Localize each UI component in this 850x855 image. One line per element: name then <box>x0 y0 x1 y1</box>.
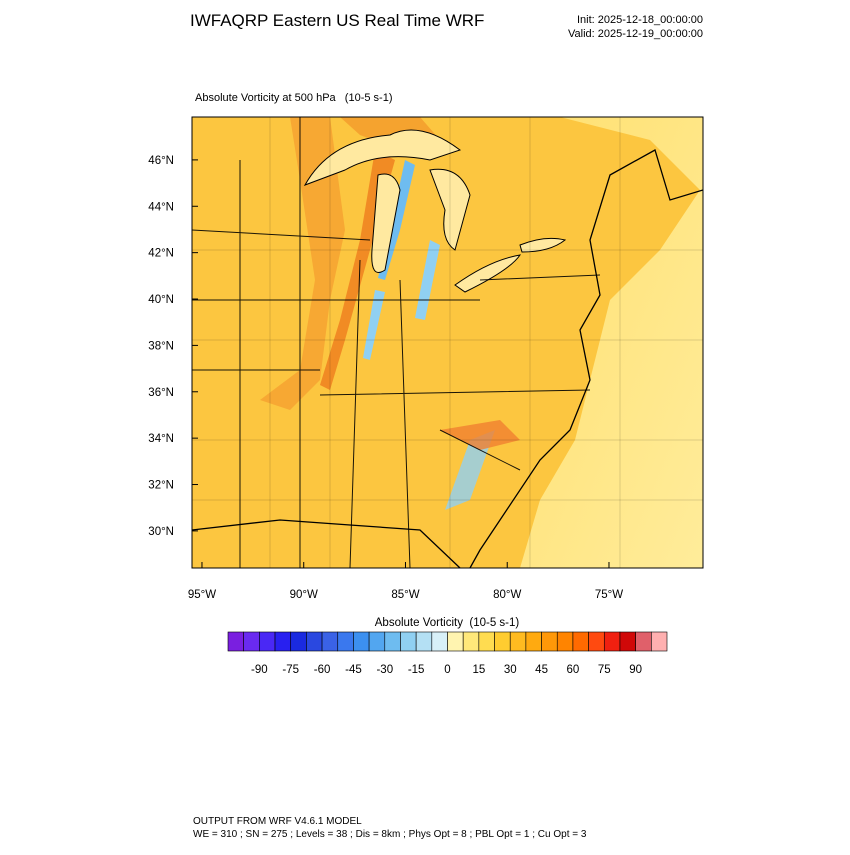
negative-streak <box>445 430 495 510</box>
colorbar-tick-label: 45 <box>535 664 548 676</box>
county-borders <box>192 117 703 568</box>
lat-tick-label: 46°N <box>148 155 174 167</box>
init-time: Init: 2025-12-18_00:00:00 <box>577 14 703 26</box>
colorbar-swatch <box>274 631 292 652</box>
colorbar: -90 -75 -60 -45 -30 -15 0 15 30 45 60 75 90 <box>227 631 668 676</box>
colorbar-swatch <box>431 631 448 652</box>
lat-tick-label: 32°N <box>148 480 174 492</box>
gulf-coast <box>192 519 461 568</box>
colorbar-tick-label: 15 <box>472 664 485 676</box>
colorbar-swatch <box>243 631 260 652</box>
lon-tick-label: 85°W <box>391 589 419 601</box>
lat-tick-label: 30°N <box>148 526 174 538</box>
colorbar-swatch <box>337 631 354 652</box>
colorbar-tick-label: -45 <box>345 664 362 676</box>
lat-tick-label: 34°N <box>148 433 174 445</box>
colorbar-tick-label: 90 <box>629 664 642 676</box>
state-borders <box>192 117 601 568</box>
colorbar-tick-label: -90 <box>251 664 268 676</box>
vorticity-band <box>260 117 345 410</box>
colorbar-title: Absolute Vorticity (10-5 s-1) <box>375 617 520 629</box>
colorbar-swatch <box>635 631 652 652</box>
colorbar-swatch <box>478 631 495 652</box>
lat-tick-label: 42°N <box>148 248 174 260</box>
colorbar-swatch <box>321 631 339 652</box>
colorbar-swatch <box>541 631 558 652</box>
vorticity-band <box>440 420 520 450</box>
colorbar-tick-label: -30 <box>376 664 393 676</box>
lon-tick-label: 90°W <box>290 589 318 601</box>
map-field <box>192 117 703 568</box>
colorbar-swatch <box>384 631 401 652</box>
colorbar-tick-label: 30 <box>504 664 517 676</box>
colorbar-swatch <box>509 631 527 652</box>
map-subtitle: Absolute Vorticity at 500 hPa (10-5 s-1) <box>195 92 393 104</box>
colorbar-swatch <box>462 631 480 652</box>
colorbar-swatch <box>306 631 323 652</box>
lat-tick-label: 38°N <box>148 340 174 352</box>
coastline <box>469 149 703 568</box>
colorbar-swatch <box>494 631 511 652</box>
colorbar-swatch <box>447 631 464 652</box>
lat-tick-label: 44°N <box>148 201 174 213</box>
colorbar-swatch <box>353 631 370 652</box>
colorbar-swatch <box>651 631 668 652</box>
negative-streak <box>363 290 385 360</box>
valid-time: Valid: 2025-12-19_00:00:00 <box>568 28 703 40</box>
lake-superior <box>303 129 462 186</box>
colorbar-tick-label: 0 <box>444 664 450 676</box>
ocean-shading <box>520 117 703 568</box>
lake-michigan <box>371 173 401 273</box>
map-frame <box>191 116 704 569</box>
colorbar-swatch <box>572 631 589 652</box>
colorbar-tick-label: 75 <box>598 664 611 676</box>
colorbar-swatch <box>400 631 417 652</box>
lake-erie <box>454 254 522 293</box>
colorbar-tick-label: -15 <box>408 664 425 676</box>
lake-huron <box>429 168 471 251</box>
colorbar-swatch <box>619 631 636 652</box>
colorbar-tick-label: -60 <box>314 664 331 676</box>
colorbar-swatch <box>603 631 621 652</box>
lon-tick-label: 95°W <box>188 589 216 601</box>
footer-line: OUTPUT FROM WRF V4.6.1 MODEL <box>193 816 362 827</box>
map-axes: 30°N 32°N 34°N 36°N 38°N 40°N 42°N 44°N 46°N 95°W… <box>148 155 623 601</box>
colorbar-tick-label: 60 <box>567 664 580 676</box>
colorbar-swatch <box>368 631 386 652</box>
title: IWFAQRP Eastern US Real Time WRF <box>190 11 484 30</box>
colorbar-swatch <box>525 631 542 652</box>
colorbar-swatch <box>556 631 574 652</box>
colorbar-swatch <box>588 631 605 652</box>
lat-tick-label: 36°N <box>148 387 174 399</box>
colorbar-tick-label: -75 <box>282 664 299 676</box>
lat-tick-label: 40°N <box>148 294 174 306</box>
lon-tick-label: 80°W <box>493 589 521 601</box>
footer-line: WE = 310 ; SN = 275 ; Levels = 38 ; Dis … <box>193 829 587 840</box>
colorbar-swatch <box>227 631 244 652</box>
colorbar-swatch <box>290 631 307 652</box>
colorbar-swatch <box>259 631 276 652</box>
lake-ontario <box>519 237 567 253</box>
colorbar-swatch <box>415 631 433 652</box>
lon-tick-label: 75°W <box>595 589 623 601</box>
